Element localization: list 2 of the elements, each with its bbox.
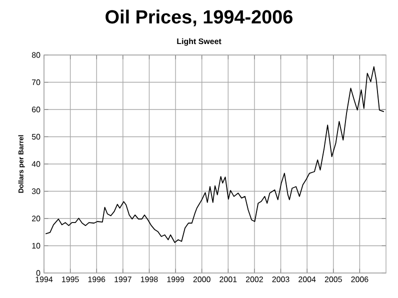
- line-series: [45, 66, 384, 243]
- chart-title: Oil Prices, 1994-2006: [106, 10, 292, 26]
